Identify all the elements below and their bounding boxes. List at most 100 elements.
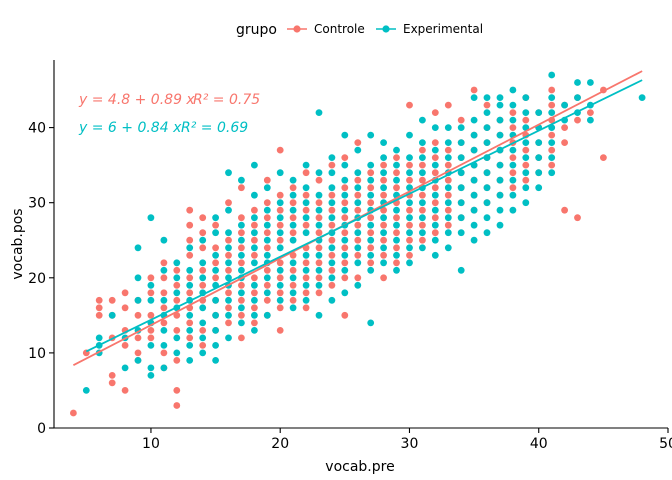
point-controle — [431, 199, 439, 207]
point-controle — [173, 402, 181, 409]
point-controle — [238, 334, 245, 342]
point-experimental — [134, 274, 142, 282]
point-experimental — [173, 349, 181, 357]
point-experimental — [354, 259, 362, 267]
point-controle — [302, 206, 310, 214]
point-controle — [431, 229, 439, 237]
point-controle — [302, 169, 310, 177]
point-experimental — [225, 229, 232, 237]
point-controle — [199, 229, 207, 237]
point-experimental — [509, 86, 517, 94]
point-experimental — [328, 296, 336, 304]
point-experimental — [160, 236, 168, 244]
point-controle — [276, 206, 284, 214]
point-controle — [212, 259, 220, 267]
legend-item-experimental: Experimental — [376, 22, 483, 36]
point-controle — [328, 251, 336, 259]
point-experimental — [341, 289, 349, 297]
point-experimental — [212, 251, 220, 259]
point-experimental — [354, 169, 362, 177]
point-controle — [419, 176, 426, 184]
point-controle — [431, 184, 439, 192]
regression-lines-layer — [72, 70, 643, 367]
point-controle — [354, 176, 362, 184]
point-controle — [315, 176, 323, 184]
point-controle — [276, 327, 284, 334]
point-experimental — [263, 289, 271, 297]
point-experimental — [263, 236, 271, 244]
point-experimental — [276, 169, 284, 177]
point-controle — [406, 161, 413, 169]
point-controle — [367, 199, 375, 207]
point-experimental — [276, 281, 284, 289]
point-controle — [276, 221, 284, 229]
point-controle — [251, 274, 258, 282]
point-experimental — [160, 296, 168, 304]
point-controle — [263, 199, 271, 207]
point-controle — [225, 304, 232, 312]
point-experimental — [328, 199, 336, 207]
point-experimental — [251, 311, 258, 319]
point-controle — [225, 251, 232, 259]
point-experimental — [302, 281, 310, 289]
point-experimental — [160, 266, 168, 274]
point-experimental — [238, 221, 245, 229]
point-controle — [328, 191, 336, 199]
point-controle — [186, 319, 194, 327]
point-controle — [600, 154, 607, 162]
point-experimental — [328, 259, 336, 267]
point-experimental — [522, 199, 530, 207]
point-controle — [147, 311, 155, 319]
point-controle — [574, 116, 581, 124]
point-experimental — [263, 251, 271, 259]
point-controle — [70, 409, 77, 417]
point-controle — [251, 304, 258, 312]
point-controle — [276, 146, 284, 154]
point-controle — [186, 221, 194, 229]
y-axis-title: vocab.pos — [10, 208, 26, 279]
point-controle — [289, 229, 297, 237]
point-experimental — [276, 244, 284, 252]
point-controle — [147, 327, 155, 334]
point-experimental — [341, 161, 349, 169]
point-experimental — [444, 229, 452, 237]
x-tick-label: 20 — [271, 436, 289, 452]
point-experimental — [147, 372, 155, 379]
point-experimental — [160, 364, 168, 372]
equation-experimental-text: y = 6 + 0.84 x — [78, 120, 182, 136]
point-experimental — [341, 131, 349, 139]
x-tick-label: 40 — [530, 436, 548, 452]
point-experimental — [315, 311, 323, 319]
point-controle — [186, 251, 194, 259]
point-controle — [95, 296, 103, 304]
point-controle — [444, 206, 452, 214]
point-controle — [238, 311, 245, 319]
point-experimental — [367, 236, 375, 244]
point-experimental — [380, 154, 387, 162]
point-experimental — [263, 221, 271, 229]
point-experimental — [483, 139, 491, 147]
point-experimental — [496, 161, 504, 169]
point-experimental — [121, 364, 129, 372]
point-controle — [199, 281, 207, 289]
point-controle — [548, 86, 556, 94]
x-tick-label: 50 — [659, 436, 672, 452]
point-experimental — [315, 191, 323, 199]
point-experimental — [354, 199, 362, 207]
point-experimental — [431, 251, 439, 259]
point-experimental — [341, 191, 349, 199]
point-controle — [419, 236, 426, 244]
point-experimental — [406, 154, 413, 162]
point-controle — [406, 176, 413, 184]
point-controle — [238, 259, 245, 267]
point-experimental — [289, 176, 297, 184]
point-controle — [160, 349, 168, 357]
point-experimental — [302, 229, 310, 237]
point-controle — [263, 266, 271, 274]
point-experimental — [483, 169, 491, 177]
point-experimental — [289, 259, 297, 267]
point-controle — [289, 266, 297, 274]
legend-key-point-experimental — [382, 25, 390, 33]
point-experimental — [225, 244, 232, 252]
